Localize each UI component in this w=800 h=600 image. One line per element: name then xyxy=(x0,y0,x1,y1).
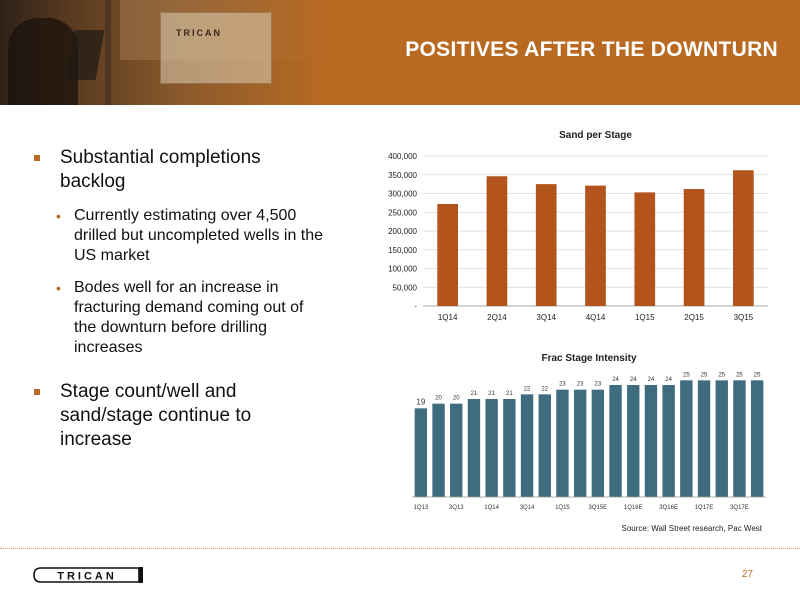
bar xyxy=(609,385,622,497)
data-label: 21 xyxy=(471,391,478,397)
data-label: 23 xyxy=(595,382,602,388)
bullet-list: Substantial completions backlog • Current… xyxy=(34,146,324,464)
data-label: 24 xyxy=(665,377,672,383)
data-label: 25 xyxy=(701,372,708,378)
bar xyxy=(467,399,481,497)
data-label: 25 xyxy=(736,372,743,378)
trican-logo: TRICAN xyxy=(33,567,143,583)
x-tick-label: 1Q15 xyxy=(555,505,570,511)
data-label: 24 xyxy=(612,377,619,383)
page-number: 27 xyxy=(741,569,753,580)
bar xyxy=(733,380,746,497)
bar xyxy=(634,192,656,306)
data-label: 24 xyxy=(630,377,637,383)
y-tick-label: 50,000 xyxy=(393,283,418,292)
bar xyxy=(644,385,658,497)
slide-title: POSITIVES AFTER THE DOWNTURN xyxy=(405,38,778,61)
truck-image xyxy=(160,12,272,84)
square-bullet-icon xyxy=(34,389,40,395)
bar xyxy=(683,189,705,306)
x-tick-label: 1Q14 xyxy=(438,313,458,322)
x-tick-label: 4Q14 xyxy=(586,313,606,322)
x-tick-label: 1Q13 xyxy=(414,505,429,511)
bullet-item: Stage count/well and sand/stage continue… xyxy=(34,380,324,452)
bar xyxy=(585,185,606,306)
frac-stage-intensity-chart: Frac Stage Intensity 19 20 20 21 21 21 22 22 23 23… xyxy=(412,353,766,511)
x-tick-label: 3Q15 xyxy=(734,313,754,322)
bar xyxy=(750,380,764,497)
data-label: 20 xyxy=(435,396,442,402)
data-label: 23 xyxy=(577,382,584,388)
x-tick-label: 2Q14 xyxy=(487,313,507,322)
x-tick-label: 3Q16E xyxy=(659,505,678,511)
y-tick-label: 300,000 xyxy=(388,190,417,199)
x-tick-label: 1Q15 xyxy=(635,313,655,322)
header-photo: TRICAN xyxy=(0,0,330,105)
svg-text:TRICAN: TRICAN xyxy=(57,571,117,583)
y-tick-label: 100,000 xyxy=(388,265,417,274)
dot-bullet-icon: • xyxy=(56,280,61,296)
x-tick-label: 3Q15E xyxy=(589,505,608,511)
dot-bullet-icon: • xyxy=(56,208,61,224)
y-tick-label: 250,000 xyxy=(388,208,417,217)
data-label: 25 xyxy=(754,372,761,378)
square-bullet-icon xyxy=(34,155,40,161)
bar xyxy=(432,403,445,497)
bar xyxy=(715,380,728,497)
bar xyxy=(503,399,516,497)
y-tick-label: 150,000 xyxy=(388,246,417,255)
data-label: 23 xyxy=(559,382,566,388)
scientist-image xyxy=(8,18,78,105)
bar xyxy=(680,380,693,497)
data-label: 22 xyxy=(524,386,531,392)
sub-bullet-item: • Bodes well for an increase in fracturin… xyxy=(56,279,304,356)
bar xyxy=(573,389,587,497)
source-note: Source: Wall Street research, Pac West xyxy=(621,524,763,533)
data-label: 22 xyxy=(541,386,548,392)
bar xyxy=(437,204,458,306)
bar xyxy=(538,394,551,497)
bar xyxy=(485,399,498,497)
data-label: 19 xyxy=(416,397,425,406)
bar xyxy=(520,394,534,497)
data-label: 20 xyxy=(453,396,460,402)
y-tick-label: 200,000 xyxy=(388,227,417,236)
bar xyxy=(662,385,675,497)
bar xyxy=(486,176,508,306)
data-label: 21 xyxy=(488,391,495,397)
data-label: 25 xyxy=(683,372,690,378)
sand-per-stage-chart: Sand per Stage - 50,000 100,000 150,000 200,0… xyxy=(388,130,768,322)
y-tick-label: 350,000 xyxy=(388,171,417,180)
header-banner: TRICAN POSITIVES AFTER THE DOWNTURN xyxy=(0,0,800,105)
bar xyxy=(556,389,569,497)
x-tick-label: 1Q16E xyxy=(624,505,643,511)
bar xyxy=(697,380,711,497)
x-tick-label: 2Q15 xyxy=(684,313,704,322)
x-tick-label: 1Q17E xyxy=(695,505,714,511)
bar xyxy=(450,403,463,497)
bar xyxy=(414,408,428,497)
chart-title: Sand per Stage xyxy=(559,130,632,141)
x-tick-label: 1Q14 xyxy=(484,505,499,511)
bar xyxy=(627,385,640,497)
x-tick-label: 3Q17E xyxy=(730,505,749,511)
bar xyxy=(733,170,754,306)
y-tick-label: - xyxy=(414,302,417,311)
data-label: 25 xyxy=(718,372,725,378)
footer-divider xyxy=(0,548,800,549)
x-tick-label: 3Q13 xyxy=(449,505,464,511)
bar xyxy=(535,184,557,306)
chart-title: Frac Stage Intensity xyxy=(541,353,636,364)
sub-bullet-item: • Currently estimating over 4,500 drilled… xyxy=(56,207,324,264)
data-label: 21 xyxy=(506,391,513,397)
x-tick-label: 3Q14 xyxy=(536,313,556,322)
bullet-item: Substantial completions backlog xyxy=(34,146,324,194)
truck-label: TRICAN xyxy=(176,28,222,38)
y-tick-label: 400,000 xyxy=(388,152,417,161)
bar xyxy=(591,389,605,497)
x-tick-label: 3Q14 xyxy=(520,505,535,511)
data-label: 24 xyxy=(648,377,655,383)
